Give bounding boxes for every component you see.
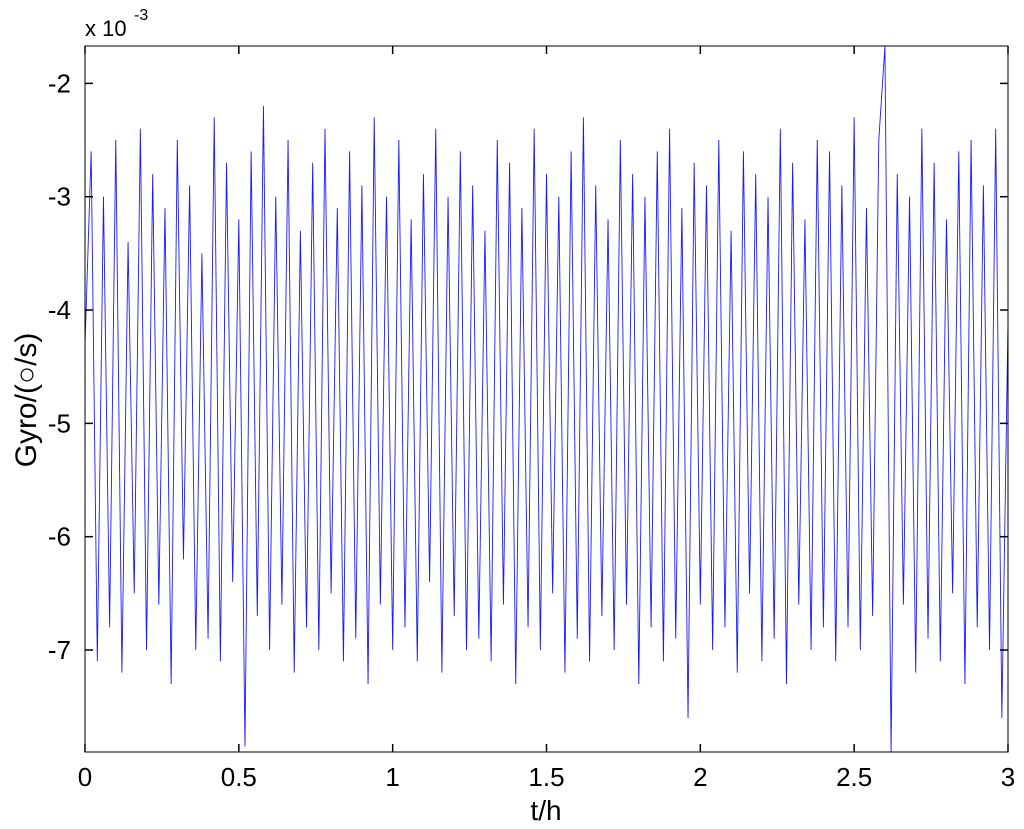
y-axis-label: Gyro/(○/s): [10, 333, 43, 468]
y-multiplier-base: x 10: [85, 16, 127, 41]
x-tick-label: 1: [385, 762, 399, 792]
data-line: [84, 45, 1009, 753]
x-axis-label: t/h: [530, 795, 561, 826]
y-multiplier-exponent: -3: [134, 7, 148, 24]
x-tick-label: 2: [693, 762, 707, 792]
y-tick-label: -3: [48, 182, 71, 212]
x-tick-label: 0: [78, 762, 92, 792]
x-tick-label: 2.5: [836, 762, 872, 792]
x-tick-label: 0.5: [221, 762, 257, 792]
x-tick-label: 1.5: [528, 762, 564, 792]
y-tick-label: -2: [48, 68, 71, 98]
x-tick-label: 3: [1001, 762, 1015, 792]
y-tick-label: -7: [48, 635, 71, 665]
y-tick-label: -4: [48, 295, 71, 325]
y-tick-label: -6: [48, 522, 71, 552]
y-tick-label: -5: [48, 408, 71, 438]
